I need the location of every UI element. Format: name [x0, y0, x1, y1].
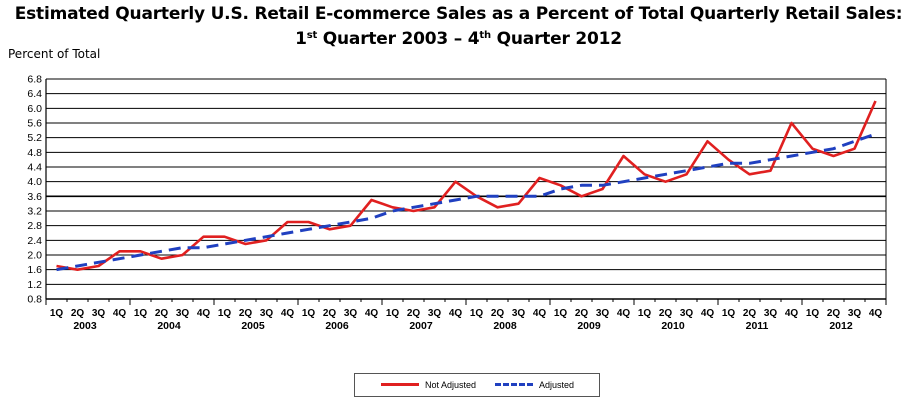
x-tick-label-quarter: 2Q [155, 308, 169, 319]
x-tick-label-quarter: 1Q [554, 308, 568, 319]
x-tick-label-quarter: 3Q [92, 308, 106, 319]
title-mid-text: Quarter 2003 – 4 [317, 29, 480, 49]
y-tick-label: 1.6 [27, 264, 42, 276]
x-tick-label-quarter: 4Q [281, 308, 295, 319]
x-tick-label-quarter: 4Q [365, 308, 379, 319]
x-tick-label-year: 2008 [493, 320, 517, 332]
x-tick-label-quarter: 3Q [848, 308, 862, 319]
chart-title: Estimated Quarterly U.S. Retail E-commer… [0, 4, 917, 50]
x-tick-label-year: 2003 [73, 320, 97, 332]
x-tick-label-quarter: 2Q [659, 308, 673, 319]
x-tick-label-quarter: 4Q [785, 308, 799, 319]
x-tick-label-quarter: 4Q [701, 308, 715, 319]
x-tick-label-year: 2012 [829, 320, 853, 332]
y-tick-label: 1.2 [27, 279, 42, 291]
x-tick-label-year: 2009 [577, 320, 601, 332]
x-tick-label-quarter: 2Q [239, 308, 253, 319]
y-tick-label: 5.2 [27, 132, 42, 144]
x-tick-label-quarter: 2Q [407, 308, 421, 319]
y-tick-label: 6.0 [27, 103, 42, 115]
x-tick-label-quarter: 4Q [197, 308, 211, 319]
x-tick-label-year: 2011 [746, 320, 769, 332]
legend-swatch-adjusted [495, 383, 533, 386]
x-tick-label-quarter: 3Q [512, 308, 526, 319]
x-tick-label-quarter: 1Q [134, 308, 148, 319]
y-tick-label: 2.8 [27, 220, 42, 232]
x-tick-label-quarter: 2Q [827, 308, 841, 319]
y-axis-label: Percent of Total [8, 47, 101, 61]
x-tick-label-quarter: 2Q [491, 308, 505, 319]
x-tick-label-quarter: 3Q [680, 308, 694, 319]
chart-title-line-2: 1st Quarter 2003 – 4th Quarter 2012 [0, 25, 917, 50]
y-tick-label: 2.0 [27, 250, 42, 262]
x-tick-label-quarter: 3Q [176, 308, 190, 319]
x-tick-label-quarter: 3Q [596, 308, 610, 319]
title-ordinal-th: th [479, 30, 491, 41]
y-tick-label: 3.2 [27, 206, 42, 218]
chart-title-line-1: Estimated Quarterly U.S. Retail E-commer… [14, 4, 903, 24]
x-tick-label-year: 2007 [409, 320, 433, 332]
x-tick-label-quarter: 2Q [323, 308, 337, 319]
y-tick-label: 0.8 [27, 294, 42, 306]
x-tick-label-quarter: 4Q [869, 308, 883, 319]
x-tick-label-quarter: 3Q [764, 308, 778, 319]
x-tick-label-quarter: 4Q [533, 308, 547, 319]
x-tick-label-quarter: 3Q [260, 308, 274, 319]
x-tick-label-quarter: 3Q [428, 308, 442, 319]
x-tick-label-quarter: 1Q [722, 308, 736, 319]
x-tick-label-quarter: 3Q [344, 308, 358, 319]
x-tick-label-quarter: 2Q [743, 308, 757, 319]
y-tick-label: 4.8 [27, 147, 42, 159]
legend-item-not-adjusted: Not Adjusted [381, 374, 481, 396]
y-tick-label: 2.4 [27, 235, 42, 247]
x-tick-label-year: 2005 [241, 320, 265, 332]
title-quarter-start-number: 1 [295, 29, 307, 49]
y-tick-label: 6.4 [27, 88, 42, 100]
legend-label-adjusted: Adjusted [539, 380, 575, 390]
title-end-text: Quarter 2012 [490, 29, 623, 49]
x-tick-label-quarter: 1Q [806, 308, 820, 319]
legend: Not Adjusted Adjusted [354, 373, 600, 397]
x-tick-label-quarter: 1Q [302, 308, 316, 319]
x-tick-label-quarter: 1Q [50, 308, 64, 319]
x-tick-label-quarter: 4Q [617, 308, 631, 319]
y-tick-label: 3.6 [27, 191, 42, 203]
series-line-adjusted [56, 132, 876, 272]
legend-item-adjusted: Adjusted [495, 374, 595, 396]
y-tick-label: 5.6 [27, 118, 42, 130]
y-tick-label: 4.4 [27, 162, 42, 174]
y-tick-label: 4.0 [27, 176, 42, 188]
legend-label-not-adjusted: Not Adjusted [425, 380, 477, 390]
x-tick-label-quarter: 1Q [638, 308, 652, 319]
legend-swatch-not-adjusted [381, 383, 419, 386]
x-tick-label-year: 2006 [325, 320, 349, 332]
x-tick-label-year: 2004 [157, 320, 181, 332]
x-tick-label-quarter: 1Q [386, 308, 400, 319]
x-tick-label-quarter: 4Q [113, 308, 127, 319]
title-ordinal-st: st [306, 30, 318, 41]
series-line-not-adjusted [56, 100, 877, 272]
y-tick-label: 6.8 [27, 74, 42, 86]
x-tick-label-quarter: 1Q [470, 308, 484, 319]
x-tick-label-quarter: 2Q [575, 308, 589, 319]
x-tick-label-quarter: 2Q [71, 308, 85, 319]
x-tick-label-quarter: 1Q [218, 308, 232, 319]
x-tick-label-year: 2010 [661, 320, 685, 332]
x-tick-label-quarter: 4Q [449, 308, 463, 319]
